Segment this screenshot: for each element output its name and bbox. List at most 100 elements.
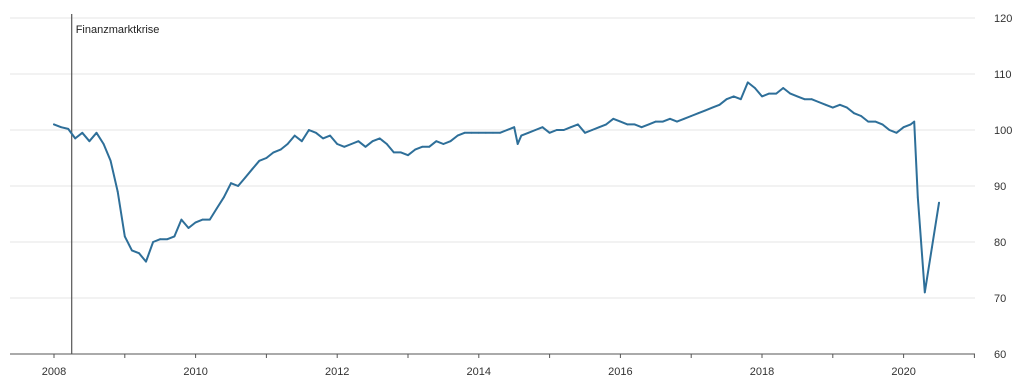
data-point (208, 218, 211, 221)
data-point (768, 92, 770, 95)
data-point (350, 143, 353, 145)
data-point (223, 196, 225, 199)
data-point (477, 131, 480, 134)
data-point (166, 238, 169, 241)
data-point (392, 151, 395, 154)
data-point (633, 123, 636, 126)
data-point (605, 123, 608, 126)
data-point (761, 95, 763, 98)
data-point (520, 134, 523, 137)
data-point (718, 103, 721, 106)
data-point (102, 143, 105, 145)
data-point (831, 106, 834, 109)
data-point (407, 154, 409, 157)
data-point (796, 95, 799, 98)
data-point (442, 143, 445, 145)
data-point (541, 126, 544, 129)
data-point (902, 126, 905, 129)
data-point (244, 176, 247, 179)
data-point (874, 120, 877, 123)
data-point (647, 123, 650, 126)
y-tick-label: 100 (994, 125, 1012, 137)
data-point (88, 140, 91, 143)
data-point (145, 260, 147, 263)
data-point (853, 112, 855, 115)
data-point (683, 117, 685, 120)
data-point (492, 131, 494, 134)
data-point (258, 159, 261, 162)
data-point (421, 145, 424, 148)
data-point (711, 106, 714, 109)
x-tick-label: 2018 (750, 366, 774, 378)
data-point (577, 123, 579, 126)
data-point (562, 129, 565, 131)
data-point (180, 218, 183, 221)
data-point (860, 115, 862, 117)
data-point (60, 126, 62, 129)
data-point (881, 123, 884, 126)
x-tick-label: 2020 (891, 366, 915, 378)
data-point (378, 137, 381, 140)
data-point (909, 123, 912, 126)
data-point (293, 134, 296, 137)
data-point (470, 131, 473, 134)
data-point (931, 246, 933, 249)
data-point (895, 131, 898, 134)
data-point (612, 117, 615, 120)
data-point (194, 221, 197, 224)
data-point (916, 196, 919, 199)
data-point (251, 168, 254, 171)
data-point (746, 81, 749, 84)
data-point (626, 123, 629, 126)
data-point (913, 120, 916, 123)
data-point (534, 129, 537, 131)
series-layer (53, 81, 940, 294)
y-axis-labels: 60 70 80 90 100 110 120 (994, 13, 1012, 361)
y-tick-label: 110 (994, 69, 1012, 81)
data-point (923, 291, 926, 294)
data-point (704, 109, 707, 112)
data-point (131, 249, 133, 252)
data-point (357, 140, 360, 143)
data-point (591, 129, 593, 131)
x-axis: 2008 2010 2012 2014 2016 2018 2020 (10, 353, 975, 378)
data-point (272, 151, 275, 154)
data-point (336, 143, 339, 145)
data-point (329, 134, 331, 137)
data-point (555, 129, 558, 131)
data-point (839, 103, 841, 106)
data-point (846, 106, 848, 109)
x-tick-label: 2016 (608, 366, 632, 378)
data-point (867, 120, 870, 123)
y-tick-label: 90 (994, 181, 1006, 193)
data-point (782, 87, 785, 89)
data-point (159, 238, 162, 241)
x-tick-label: 2012 (325, 366, 349, 378)
data-point (499, 131, 501, 134)
data-point (385, 143, 388, 145)
y-tick-label: 70 (994, 293, 1006, 305)
data-point (697, 112, 700, 115)
data-point (215, 207, 218, 210)
x-tick-label: 2014 (467, 366, 491, 378)
data-point (598, 126, 601, 129)
data-point (428, 145, 431, 148)
data-point (888, 129, 891, 131)
data-point (669, 117, 671, 120)
data-point (732, 95, 735, 98)
data-point (754, 87, 756, 89)
data-point (116, 190, 119, 193)
data-point (308, 129, 310, 131)
data-point (123, 235, 126, 238)
series-line (53, 81, 940, 294)
data-point (187, 227, 190, 229)
data-point (230, 182, 232, 185)
data-point (548, 131, 551, 134)
data-point (506, 129, 508, 131)
data-point (152, 241, 155, 243)
data-point (662, 120, 664, 123)
data-point (824, 103, 827, 106)
data-point (322, 137, 324, 140)
data-point (95, 131, 98, 134)
data-point (138, 252, 140, 255)
